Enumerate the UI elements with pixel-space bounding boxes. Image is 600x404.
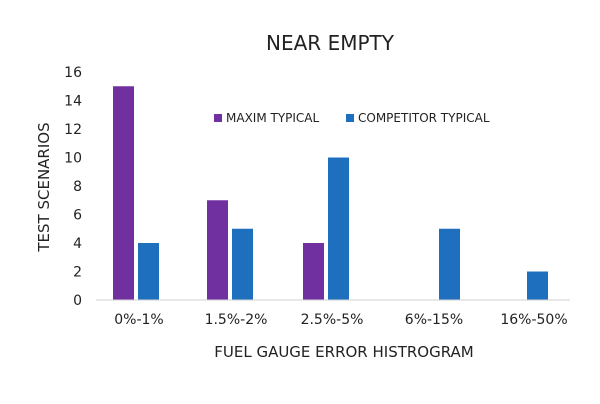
bar-competitor-typical-0-1 [138,243,159,300]
y-tick-label: 6 [73,208,82,224]
legend-swatch-competitor-typical [346,114,354,122]
bar-competitor-typical-16-50 [527,271,548,300]
x-category-label: 0%-1% [114,312,163,328]
y-axis-label: TEST SCENARIOS [35,122,53,252]
x-axis-category-labels: 0%-1% 1.5%-2% 2.5%-5% 6%-15% 16%-50% [114,312,567,328]
y-tick-label: 12 [64,122,82,138]
x-category-label: 16%-50% [500,312,567,328]
bar-maxim-typical-1-5-2 [207,200,228,300]
bar-competitor-typical-2-5-5 [328,157,349,300]
bar-maxim-typical-2-5-5 [303,243,324,300]
x-category-label: 6%-15% [405,312,463,328]
y-tick-label: 4 [73,236,82,252]
y-tick-label: 0 [73,293,82,309]
x-axis-label: FUEL GAUGE ERROR HISTROGRAM [214,343,474,361]
chart-title: NEAR EMPTY [266,31,395,55]
bar-maxim-typical-0-1 [113,86,134,300]
y-tick-label: 10 [64,151,82,167]
y-tick-label: 2 [73,265,82,281]
legend-swatch-maxim-typical [214,114,222,122]
x-category-label: 2.5%-5% [301,312,364,328]
x-category-label: 1.5%-2% [205,312,268,328]
legend-label-competitor-typical: COMPETITOR TYPICAL [358,111,490,125]
legend-label-maxim-typical: MAXIM TYPICAL [226,111,320,125]
y-axis-ticks: 0 2 4 6 8 10 12 14 16 [64,65,82,309]
y-tick-label: 14 [64,94,82,110]
bar-competitor-typical-6-15 [439,228,460,300]
y-tick-label: 8 [73,179,82,195]
bar-series [113,86,548,300]
y-tick-label: 16 [64,65,82,81]
chart-legend: MAXIM TYPICAL COMPETITOR TYPICAL [214,111,490,125]
bar-competitor-typical-1-5-2 [232,228,253,300]
